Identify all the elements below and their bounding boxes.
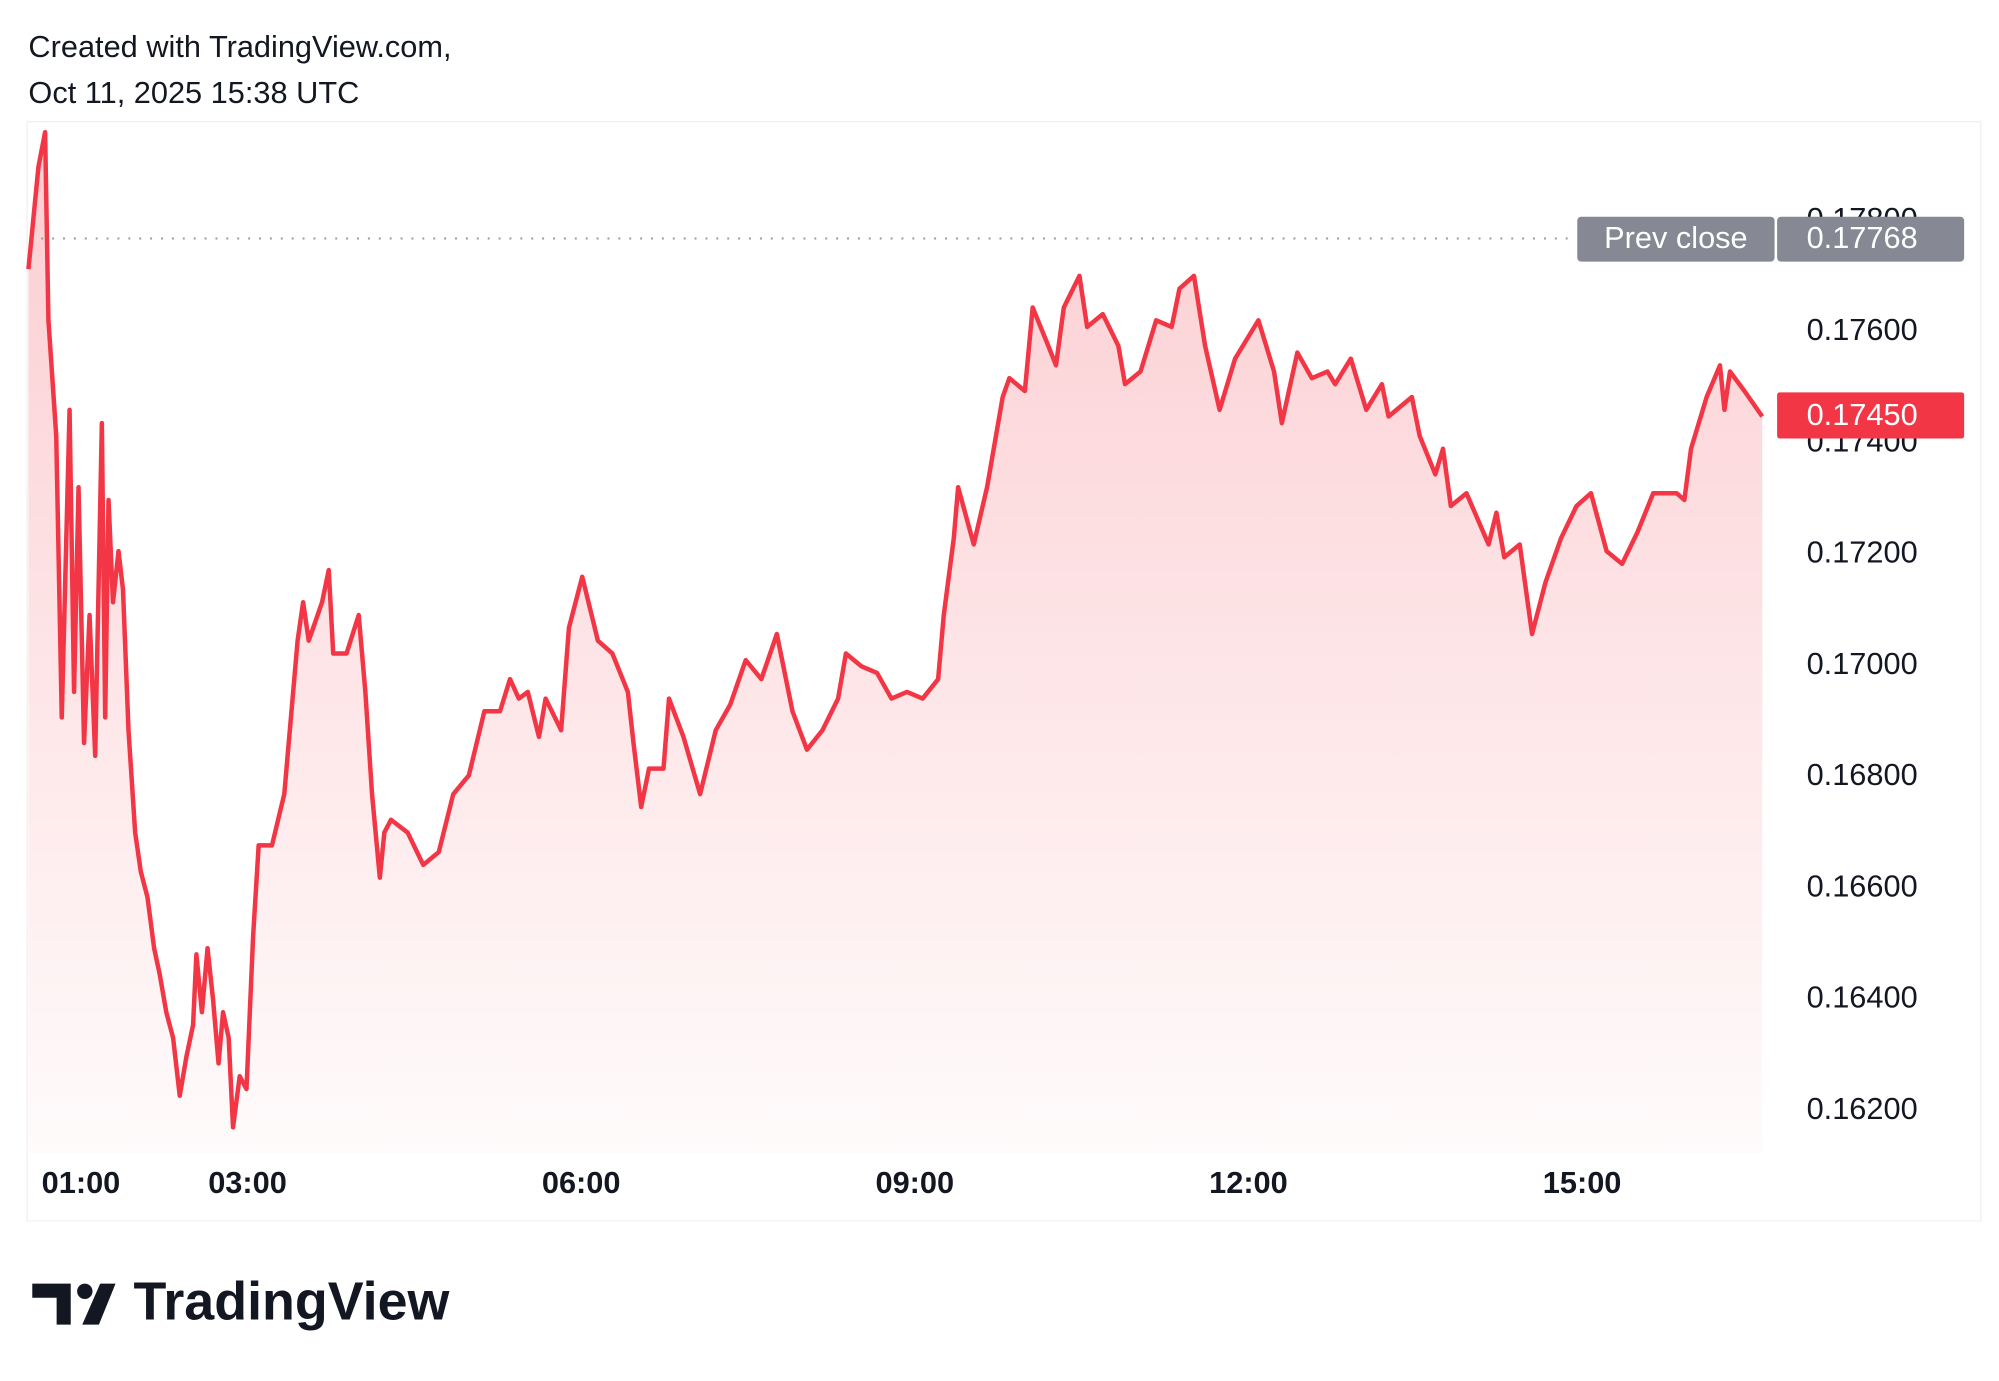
prev-close-name: Prev close (1604, 220, 1747, 255)
x-tick-label: 12:00 (1209, 1165, 1288, 1200)
x-tick-label: 03:00 (208, 1165, 287, 1200)
x-tick-label: 06:00 (542, 1165, 621, 1200)
y-tick-label: 0.17600 (1807, 312, 1918, 347)
y-tick-label: 0.17200 (1807, 535, 1918, 570)
y-tick-label: 0.16200 (1807, 1091, 1918, 1126)
price-line (26, 129, 1765, 1130)
y-tick-label: 0.17000 (1807, 646, 1918, 681)
x-tick-label: 01:00 (42, 1165, 121, 1200)
brand-logo (32, 1283, 116, 1325)
prev-close-value: 0.17768 (1807, 220, 1918, 255)
y-tick-label: 0.16400 (1807, 980, 1918, 1015)
header-line: Created with TradingView.com, (28, 29, 451, 64)
y-tick-label: 0.16800 (1807, 757, 1918, 792)
last-price-tag (1777, 392, 1965, 439)
x-tick-label: 09:00 (876, 1165, 955, 1200)
brand-name: TradingView (133, 1272, 449, 1332)
x-tick-label: 15:00 (1543, 1165, 1622, 1200)
y-tick-label: 0.16600 (1807, 868, 1918, 903)
area-fill (28, 132, 1763, 1153)
last-price-label: 0.17450 (1807, 397, 1918, 432)
prev-close-value-tag (1777, 216, 1965, 262)
header-line: Oct 11, 2025 15:38 UTC (28, 75, 359, 110)
prev-close-tag (1577, 216, 1775, 262)
chart-frame (26, 121, 1982, 1222)
